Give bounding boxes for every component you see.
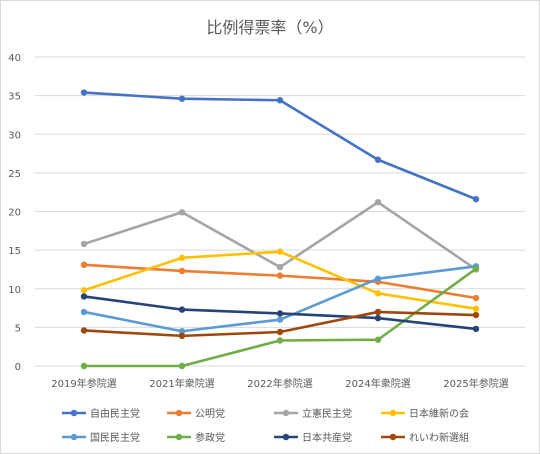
data-point xyxy=(374,290,382,297)
y-axis-ticks: 0 5 10 15 20 25 30 35 40 xyxy=(8,53,21,373)
data-point xyxy=(374,308,382,316)
y-tick-label: 40 xyxy=(8,53,21,64)
series-line xyxy=(82,200,478,271)
y-tick-label: 20 xyxy=(8,208,21,219)
y-tick-label: 5 xyxy=(15,323,21,334)
data-point xyxy=(80,240,88,248)
x-tick-label: 2022年参院選 xyxy=(247,377,312,390)
series-lines xyxy=(80,89,480,370)
legend-swatch-marker xyxy=(282,409,290,417)
series-7 xyxy=(80,293,480,333)
data-point xyxy=(276,272,284,279)
legend-item: 日本維新の会 xyxy=(381,407,469,420)
data-point xyxy=(178,328,186,335)
data-point xyxy=(80,308,88,316)
legend-item: れいわ新選組 xyxy=(381,431,469,444)
data-point xyxy=(276,97,284,104)
y-tick-label: 25 xyxy=(8,169,21,180)
data-point xyxy=(374,156,382,163)
data-point xyxy=(80,293,88,300)
data-point xyxy=(276,316,284,323)
legend-item: 参政党 xyxy=(167,431,225,444)
legend-label: 日本維新の会 xyxy=(409,407,469,420)
data-point xyxy=(178,95,186,102)
legend-item: 国民民主党 xyxy=(62,431,140,444)
data-point xyxy=(80,327,88,334)
data-point xyxy=(276,263,284,271)
data-point xyxy=(178,267,186,275)
legend-item: 自由民主党 xyxy=(62,407,140,420)
data-point xyxy=(472,294,480,302)
data-point xyxy=(276,310,284,317)
x-tick-label: 2019年参院選 xyxy=(51,377,116,390)
legend-label: 公明党 xyxy=(195,407,225,420)
legend-label: 参政党 xyxy=(195,431,225,444)
y-tick-label: 10 xyxy=(8,285,21,296)
legend-label: 国民民主党 xyxy=(90,431,140,444)
legend-swatch-marker xyxy=(70,409,78,417)
data-point xyxy=(472,311,480,319)
x-tick-label: 2021年衆院選 xyxy=(149,377,214,390)
legend-label: れいわ新選組 xyxy=(409,431,469,444)
legend-label: 日本共産党 xyxy=(302,431,352,444)
x-axis-ticks: 2019年参院選 2021年衆院選 2022年参院選 2024年衆院選 2025年参院選 xyxy=(51,377,508,390)
legend-label: 自由民主党 xyxy=(90,407,140,420)
data-point xyxy=(178,254,186,262)
data-point xyxy=(374,275,382,282)
legend-item: 立憲民主党 xyxy=(274,407,352,420)
data-point xyxy=(276,337,284,344)
legend-swatch-marker xyxy=(175,409,183,417)
legend-swatch-marker xyxy=(389,409,397,417)
series-4 xyxy=(80,248,480,313)
series-3 xyxy=(80,199,480,273)
data-point xyxy=(472,265,480,272)
data-point xyxy=(374,336,382,343)
legend-swatch-marker xyxy=(389,433,397,441)
series-6 xyxy=(80,265,480,370)
data-point xyxy=(472,325,480,333)
x-tick-label: 2025年参院選 xyxy=(443,377,508,390)
data-point xyxy=(276,328,284,336)
legend-item: 公明党 xyxy=(167,407,225,420)
series-line xyxy=(82,250,478,311)
legend-swatch-marker xyxy=(70,433,78,441)
data-point xyxy=(374,314,382,322)
data-point xyxy=(472,195,480,203)
y-tick-label: 0 xyxy=(15,362,21,373)
data-point xyxy=(178,209,186,216)
data-point xyxy=(80,261,88,269)
y-tick-label: 30 xyxy=(8,130,21,141)
data-point xyxy=(374,199,382,206)
data-point xyxy=(80,287,88,294)
legend-swatch-marker xyxy=(282,433,290,441)
series-8 xyxy=(80,308,480,340)
legend-label: 立憲民主党 xyxy=(302,407,352,420)
y-tick-label: 15 xyxy=(8,246,21,257)
data-point xyxy=(178,332,186,340)
x-tick-label: 2024年衆院選 xyxy=(345,377,410,390)
chart-title: 比例得票率（%） xyxy=(206,18,334,37)
legend-swatch-marker xyxy=(175,433,183,441)
data-point xyxy=(178,306,186,313)
data-point xyxy=(472,305,480,313)
data-point xyxy=(178,362,186,370)
y-tick-label: 35 xyxy=(8,92,21,103)
legend-item: 日本共産党 xyxy=(274,431,352,444)
data-point xyxy=(80,89,88,96)
data-point xyxy=(80,362,88,370)
data-point xyxy=(276,248,284,255)
series-line xyxy=(82,91,478,201)
series-1 xyxy=(80,89,480,203)
